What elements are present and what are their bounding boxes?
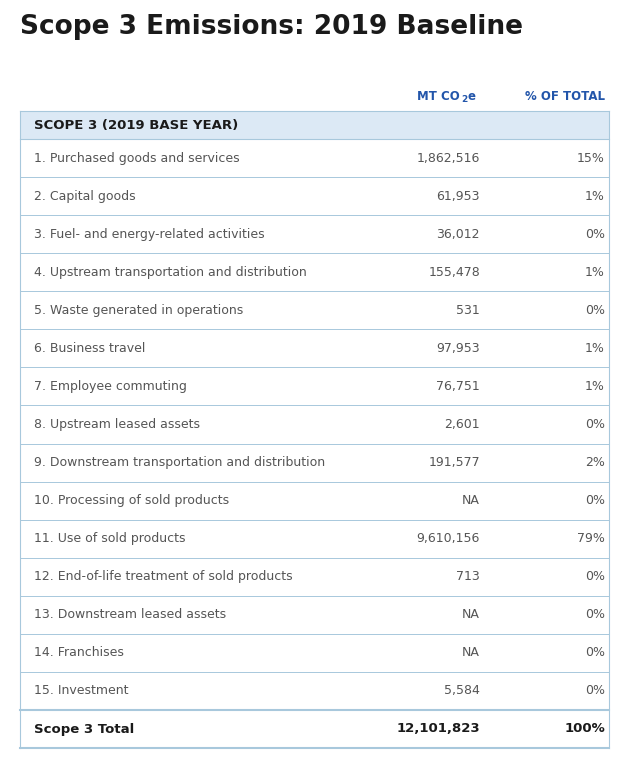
Text: 12. End-of-life treatment of sold products: 12. End-of-life treatment of sold produc… xyxy=(34,570,292,583)
Text: NA: NA xyxy=(462,608,480,621)
Text: 10. Processing of sold products: 10. Processing of sold products xyxy=(34,494,229,507)
Text: NA: NA xyxy=(462,494,480,507)
Text: 1%: 1% xyxy=(585,342,605,354)
Text: 1. Purchased goods and services: 1. Purchased goods and services xyxy=(34,151,240,164)
Text: 0%: 0% xyxy=(585,418,605,431)
Text: 15. Investment: 15. Investment xyxy=(34,685,128,698)
Text: 2. Capital goods: 2. Capital goods xyxy=(34,189,136,202)
Text: 15%: 15% xyxy=(577,151,605,164)
Bar xyxy=(20,111,609,139)
Text: 0%: 0% xyxy=(585,685,605,698)
Text: 97,953: 97,953 xyxy=(437,342,480,354)
Text: 3. Fuel- and energy-related activities: 3. Fuel- and energy-related activities xyxy=(34,228,265,241)
Text: 0%: 0% xyxy=(585,646,605,659)
Text: 76,751: 76,751 xyxy=(437,380,480,393)
Text: 0%: 0% xyxy=(585,570,605,583)
Text: e: e xyxy=(468,89,476,102)
Text: 0%: 0% xyxy=(585,608,605,621)
Text: 9,610,156: 9,610,156 xyxy=(416,533,480,545)
Text: 5. Waste generated in operations: 5. Waste generated in operations xyxy=(34,304,243,317)
Text: 9. Downstream transportation and distribution: 9. Downstream transportation and distrib… xyxy=(34,456,325,469)
Text: 1,862,516: 1,862,516 xyxy=(416,151,480,164)
Text: 100%: 100% xyxy=(564,723,605,736)
Text: 1%: 1% xyxy=(585,266,605,279)
Text: 61,953: 61,953 xyxy=(437,189,480,202)
Text: SCOPE 3 (2019 BASE YEAR): SCOPE 3 (2019 BASE YEAR) xyxy=(34,118,238,131)
Text: 0%: 0% xyxy=(585,304,605,317)
Text: 8. Upstream leased assets: 8. Upstream leased assets xyxy=(34,418,200,431)
Text: 713: 713 xyxy=(456,570,480,583)
Text: 36,012: 36,012 xyxy=(437,228,480,241)
Text: 191,577: 191,577 xyxy=(428,456,480,469)
Text: NA: NA xyxy=(462,646,480,659)
Text: 0%: 0% xyxy=(585,494,605,507)
Text: Scope 3 Emissions: 2019 Baseline: Scope 3 Emissions: 2019 Baseline xyxy=(20,14,523,40)
Text: 1%: 1% xyxy=(585,189,605,202)
Text: 531: 531 xyxy=(456,304,480,317)
Text: 7. Employee commuting: 7. Employee commuting xyxy=(34,380,187,393)
Text: 2%: 2% xyxy=(585,456,605,469)
Text: 12,101,823: 12,101,823 xyxy=(396,723,480,736)
Text: 79%: 79% xyxy=(577,533,605,545)
Text: 155,478: 155,478 xyxy=(428,266,480,279)
Text: % OF TOTAL: % OF TOTAL xyxy=(525,90,605,103)
Text: 0%: 0% xyxy=(585,228,605,241)
Text: 2,601: 2,601 xyxy=(444,418,480,431)
Text: 6. Business travel: 6. Business travel xyxy=(34,342,145,354)
Text: 1%: 1% xyxy=(585,380,605,393)
Text: 2: 2 xyxy=(461,95,467,103)
Text: 13. Downstream leased assets: 13. Downstream leased assets xyxy=(34,608,226,621)
Text: Scope 3 Total: Scope 3 Total xyxy=(34,723,134,736)
Text: 11. Use of sold products: 11. Use of sold products xyxy=(34,533,186,545)
Text: 14. Franchises: 14. Franchises xyxy=(34,646,124,659)
Text: MT CO: MT CO xyxy=(417,89,460,102)
Text: 4. Upstream transportation and distribution: 4. Upstream transportation and distribut… xyxy=(34,266,307,279)
Text: 5,584: 5,584 xyxy=(444,685,480,698)
